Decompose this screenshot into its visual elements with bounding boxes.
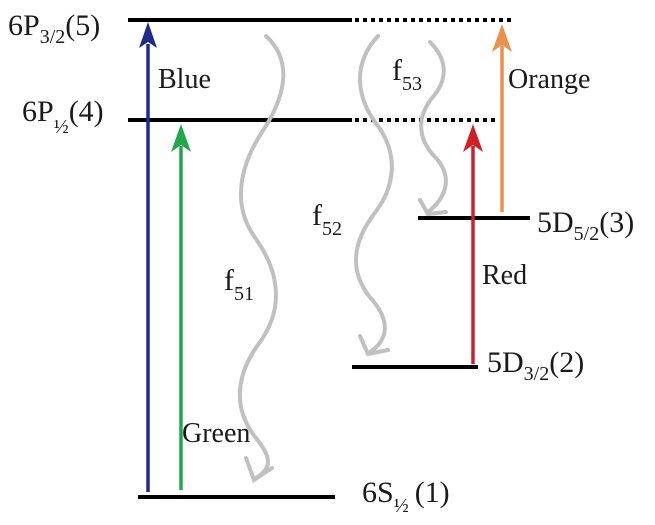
f52-decay-arrow (354, 34, 394, 357)
red-transition-arrow (463, 124, 483, 364)
level-6p12-label: 6P½(4) (22, 95, 104, 138)
blue-transition-label: Blue (158, 64, 211, 95)
level-5d32-label: 5D3/2(2) (487, 346, 584, 385)
green-transition-label: Green (182, 418, 250, 449)
f51-decay-arrow (237, 34, 286, 484)
blue-transition-arrow (139, 22, 157, 492)
green-transition-arrow (171, 124, 191, 490)
f53-label: f53 (392, 54, 422, 95)
level-6p32-label: 6P3/2(5) (8, 9, 100, 48)
red-transition-label: Red (482, 260, 527, 291)
level-5d52-label: 5D5/2(3) (537, 206, 634, 245)
f52-label: f52 (312, 199, 342, 240)
f51-label: f51 (224, 264, 254, 305)
orange-transition-label: Orange (508, 64, 590, 95)
f53-decay-arrow (418, 40, 448, 217)
orange-transition-arrow (492, 24, 512, 212)
level-6s12-label: 6S½ (1) (362, 476, 450, 517)
